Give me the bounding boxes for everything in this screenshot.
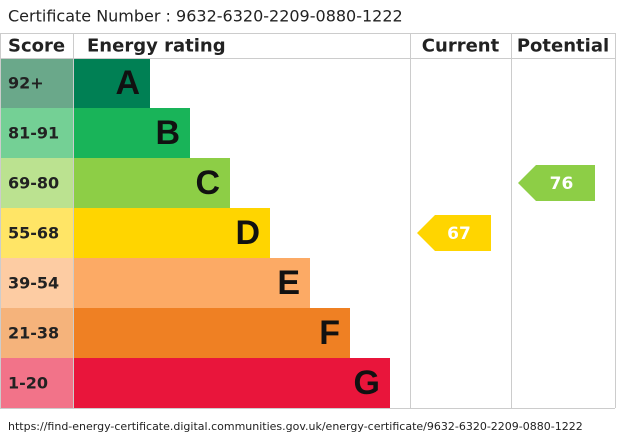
rating-letter: F xyxy=(319,314,340,352)
rating-letter: A xyxy=(115,64,140,102)
score-cell xyxy=(0,308,73,358)
potential-arrow xyxy=(518,165,595,201)
rating-bar xyxy=(73,208,270,258)
score-label: 1-20 xyxy=(8,374,48,393)
rating-bar xyxy=(73,58,150,108)
rating-letter: E xyxy=(277,264,300,302)
score-label: 92+ xyxy=(8,74,44,93)
score-label: 69-80 xyxy=(8,174,59,193)
score-label: 81-91 xyxy=(8,124,59,143)
certificate-number: Certificate Number : 9632-6320-2209-0880… xyxy=(8,7,403,26)
rating-bar xyxy=(73,158,230,208)
column-header: Score xyxy=(8,36,65,57)
rating-bar xyxy=(73,358,390,408)
rating-letter: C xyxy=(195,164,220,202)
score-label: 21-38 xyxy=(8,324,59,343)
potential-value: 76 xyxy=(550,174,574,194)
rating-bar xyxy=(73,108,190,158)
rating-letter: G xyxy=(354,364,380,402)
rating-letter: D xyxy=(235,214,260,252)
current-arrow xyxy=(417,215,491,251)
score-cell xyxy=(0,358,73,408)
score-cell xyxy=(0,58,73,108)
score-label: 55-68 xyxy=(8,224,59,243)
score-cell xyxy=(0,158,73,208)
column-header: Potential xyxy=(517,36,609,57)
current-value: 67 xyxy=(447,224,471,244)
column-header: Energy rating xyxy=(87,36,226,57)
score-cell xyxy=(0,208,73,258)
rating-bar xyxy=(73,258,310,308)
score-label: 39-54 xyxy=(8,274,59,293)
rating-bar xyxy=(73,308,350,358)
score-cell xyxy=(0,108,73,158)
column-header: Current xyxy=(422,36,500,57)
rating-letter: B xyxy=(155,114,180,152)
score-cell xyxy=(0,258,73,308)
footer-url: https://find-energy-certificate.digital.… xyxy=(8,420,583,433)
